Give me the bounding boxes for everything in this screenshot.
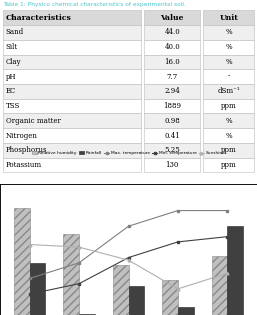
Text: EC: EC xyxy=(6,87,16,95)
Text: %: % xyxy=(225,58,232,66)
Text: Value: Value xyxy=(160,14,184,22)
Bar xyxy=(144,158,200,172)
Bar xyxy=(3,54,141,69)
Text: Sand: Sand xyxy=(6,28,24,37)
Bar xyxy=(144,84,200,99)
Bar xyxy=(3,40,141,54)
Text: ppm: ppm xyxy=(221,146,237,154)
Bar xyxy=(203,143,254,158)
Bar xyxy=(203,113,254,128)
Bar xyxy=(203,25,254,40)
Text: Clay: Clay xyxy=(6,58,21,66)
Bar xyxy=(203,54,254,69)
Text: Nitrogen: Nitrogen xyxy=(6,132,38,140)
Text: Potassium: Potassium xyxy=(6,161,42,169)
Text: 40.0: 40.0 xyxy=(164,43,180,51)
Text: dSm⁻¹: dSm⁻¹ xyxy=(217,87,240,95)
Text: 0.98: 0.98 xyxy=(164,117,180,125)
Text: 0.41: 0.41 xyxy=(164,132,180,140)
Bar xyxy=(144,54,200,69)
Text: Table 1: Physico chemical characteristics of experimental soil.: Table 1: Physico chemical characteristic… xyxy=(3,2,186,7)
Bar xyxy=(144,99,200,113)
Text: 2.94: 2.94 xyxy=(164,87,180,95)
Bar xyxy=(144,69,200,84)
Bar xyxy=(212,256,227,315)
Bar xyxy=(203,10,254,25)
Bar xyxy=(3,158,141,172)
Bar xyxy=(3,10,141,25)
Bar xyxy=(3,128,141,143)
Bar xyxy=(128,286,144,315)
Bar xyxy=(203,99,254,113)
Bar xyxy=(162,280,178,315)
Bar xyxy=(203,69,254,84)
Bar xyxy=(144,40,200,54)
Text: 16.0: 16.0 xyxy=(164,58,180,66)
Text: ppm: ppm xyxy=(221,102,237,110)
Text: 130: 130 xyxy=(166,161,179,169)
Bar xyxy=(79,314,95,315)
Bar xyxy=(3,99,141,113)
Bar xyxy=(203,84,254,99)
Bar xyxy=(3,143,141,158)
Text: pH: pH xyxy=(6,73,16,81)
Bar xyxy=(3,69,141,84)
Text: 5.25: 5.25 xyxy=(164,146,180,154)
Text: %: % xyxy=(225,28,232,37)
Bar xyxy=(63,234,79,315)
Text: Organic matter: Organic matter xyxy=(6,117,61,125)
Bar xyxy=(144,128,200,143)
Text: %: % xyxy=(225,132,232,140)
Text: %: % xyxy=(225,43,232,51)
Text: ppm: ppm xyxy=(221,161,237,169)
Bar xyxy=(14,208,30,315)
Bar xyxy=(3,84,141,99)
Legend: Relative humidity, Rainfall, Max. temperature, Min. temperature, Sunshine: Relative humidity, Rainfall, Max. temper… xyxy=(31,150,226,156)
Text: Silt: Silt xyxy=(6,43,18,51)
Bar xyxy=(203,40,254,54)
Text: -: - xyxy=(227,73,230,81)
Text: 7.7: 7.7 xyxy=(167,73,178,81)
Bar xyxy=(3,113,141,128)
Text: Characteristics: Characteristics xyxy=(6,14,71,22)
Text: 1889: 1889 xyxy=(163,102,181,110)
Bar xyxy=(144,10,200,25)
Bar xyxy=(30,263,45,315)
Text: Unit: Unit xyxy=(219,14,238,22)
Bar xyxy=(3,25,141,40)
Text: TSS: TSS xyxy=(6,102,20,110)
Bar xyxy=(113,266,128,315)
Text: %: % xyxy=(225,117,232,125)
Bar xyxy=(203,158,254,172)
Bar xyxy=(203,128,254,143)
Bar xyxy=(227,226,243,315)
Bar xyxy=(144,25,200,40)
Bar xyxy=(144,143,200,158)
Text: Phosphorus: Phosphorus xyxy=(6,146,47,154)
Bar xyxy=(178,307,194,315)
Text: 44.0: 44.0 xyxy=(164,28,180,37)
Bar xyxy=(144,113,200,128)
